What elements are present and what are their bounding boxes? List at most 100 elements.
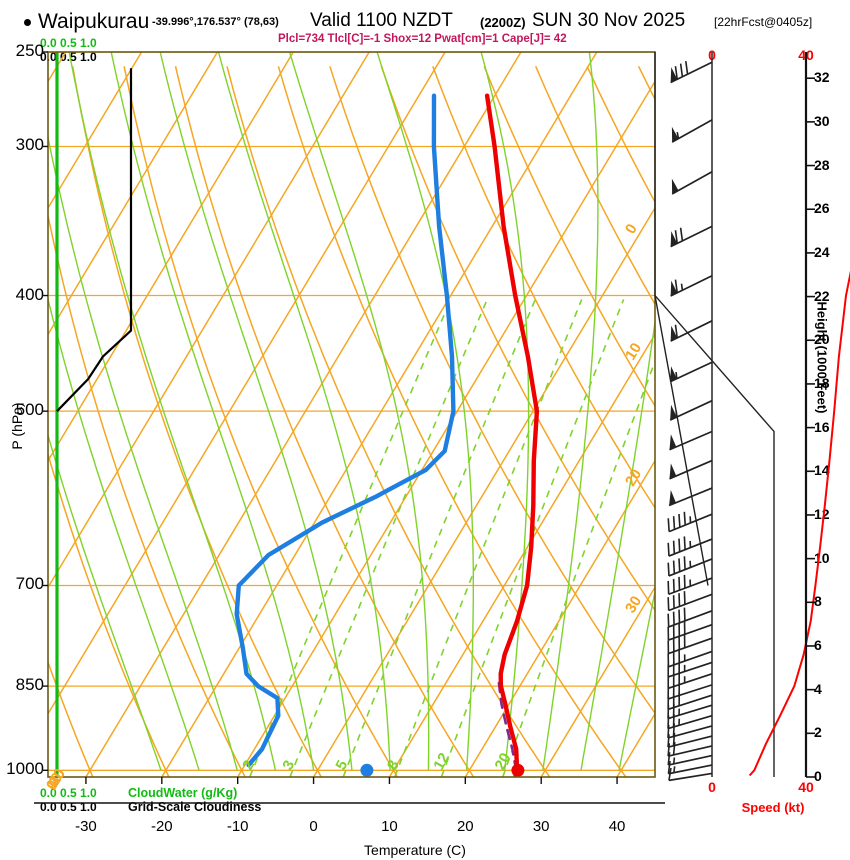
temperature-axis-label: Temperature (C): [364, 842, 466, 858]
cloudwater-scale-top: 0.0 0.5 1.0: [40, 36, 97, 50]
forecast-stamp: [22hrFcst@0405z]: [714, 15, 813, 29]
barb-panel-frame-diagonal: [654, 295, 709, 586]
wind-barb: [670, 320, 713, 342]
wind-barb: [667, 634, 713, 655]
height-tick-label: 26: [814, 200, 830, 217]
speed-axis-label: Speed (kt): [741, 800, 805, 815]
height-tick-label: 0: [814, 768, 822, 784]
dry-adiabat-line: [48, 660, 94, 777]
mixing-ratio-line: [289, 299, 488, 777]
height-tick-label: 18: [814, 374, 830, 391]
isotherm-line: [540, 585, 655, 777]
dry-adiabat-line: [174, 66, 475, 777]
dry-adiabat-line: [0, 66, 17, 777]
wind-barb: [667, 741, 713, 758]
saturated-adiabat-line: [771, 52, 850, 770]
wind-barb: [670, 61, 713, 84]
mixing-ratio-label: 20: [492, 750, 515, 773]
isotherm-label-left: 10: [43, 770, 66, 793]
wind-barb: [669, 430, 713, 451]
saturated-adiabat-line: [217, 52, 391, 771]
pressure-tick-label: 850: [15, 675, 44, 695]
temperature-tick-label: -30: [75, 818, 97, 835]
height-tick-label: 2: [814, 724, 822, 741]
temperature-tick-label: 30: [532, 818, 550, 835]
wind-barb: [667, 511, 713, 533]
temperature-tick-label: -10: [226, 818, 249, 835]
isotherm-line: [769, 52, 850, 777]
valid-time-zulu: (2200Z): [480, 15, 526, 30]
wind-barb: [667, 536, 713, 557]
wind-barb: [668, 487, 713, 507]
height-tick-label: 22: [814, 287, 830, 304]
saturated-adiabat-line: [159, 52, 353, 771]
wind-barb: [671, 171, 713, 195]
dry-adiabat-line: [586, 65, 655, 204]
saturated-adiabat-line: [733, 52, 850, 770]
height-tick-label: 24: [814, 243, 830, 260]
height-tick-label: 8: [814, 593, 822, 610]
valid-time: Valid 1100 NZDT: [310, 10, 453, 31]
isotherm-line: [693, 52, 850, 777]
wind-barb: [669, 361, 713, 383]
wind-barb: [667, 574, 713, 596]
temperature-tick-label: 40: [608, 818, 626, 835]
barb-panel-frame: [654, 52, 775, 777]
dry-adiabat-line: [329, 66, 655, 715]
mixing-ratio-line: [440, 299, 625, 777]
height-tick-label: 6: [814, 636, 822, 653]
height-tick-label: 14: [814, 462, 830, 479]
wind-barb: [667, 660, 713, 678]
isotherm-label-right: 20: [622, 466, 645, 489]
isotherm-line: [388, 332, 655, 777]
wind-barb: [667, 591, 713, 612]
station-name: Waipukurau: [38, 10, 150, 33]
mixing-ratio-line: [342, 299, 537, 777]
isotherm-label-right: 0: [622, 221, 641, 237]
saturated-adiabat-line: [48, 133, 238, 771]
isotherm-line: [48, 52, 370, 589]
wind-barb: [671, 119, 713, 143]
saturated-adiabat-line: [542, 52, 599, 771]
saturated-adiabat-line: [48, 296, 200, 771]
pressure-tick-label: 1000: [6, 759, 44, 779]
valid-date: SUN 30 Nov 2025: [532, 10, 686, 31]
pressure-tick-label: 700: [15, 574, 44, 594]
saturated-adiabat-line: [695, 52, 850, 770]
saturated-adiabat-line: [48, 432, 162, 771]
pressure-tick-label: 300: [15, 135, 44, 155]
wind-barb: [670, 225, 713, 248]
station-dot-icon: [24, 19, 31, 26]
surface-temperature-marker: [511, 763, 525, 777]
saturated-adiabat-line: [110, 52, 315, 771]
saturated-adiabat-line: [480, 52, 530, 771]
speed-tick-label: 0: [708, 779, 716, 795]
wind-barb: [667, 732, 713, 749]
isotherm-line: [237, 80, 655, 777]
temperature-curve: [484, 93, 540, 777]
isotherm-label-right: 10: [622, 340, 645, 363]
dry-adiabat-line: [48, 451, 170, 777]
wind-barb: [669, 459, 713, 480]
wind-barb: [668, 767, 713, 782]
dry-adiabat-line: [690, 66, 850, 777]
isotherm-line: [464, 459, 655, 777]
saturated-adiabat-line: [618, 588, 655, 771]
cloudwater-scale-bottom: 0.0 0.5 1.0: [40, 786, 97, 800]
dry-adiabat-line: [535, 66, 655, 306]
cloudiness-curve: [56, 68, 133, 412]
wind-barb: [667, 607, 713, 628]
cloudiness-scale-top: 0.0 0.5 1.0: [40, 50, 97, 64]
height-tick-label: 16: [814, 418, 830, 435]
dry-adiabat-line: [123, 66, 399, 777]
dry-adiabat-line: [844, 66, 850, 777]
mixing-ratio-line: [394, 299, 583, 777]
isotherm-line: [616, 712, 655, 777]
height-tick-label: 28: [814, 156, 830, 173]
wind-barb: [670, 274, 713, 297]
cloudwater-axis-label: CloudWater (g/Kg): [128, 786, 238, 800]
dry-adiabat-line: [793, 66, 850, 777]
isotherm-line: [48, 52, 219, 336]
